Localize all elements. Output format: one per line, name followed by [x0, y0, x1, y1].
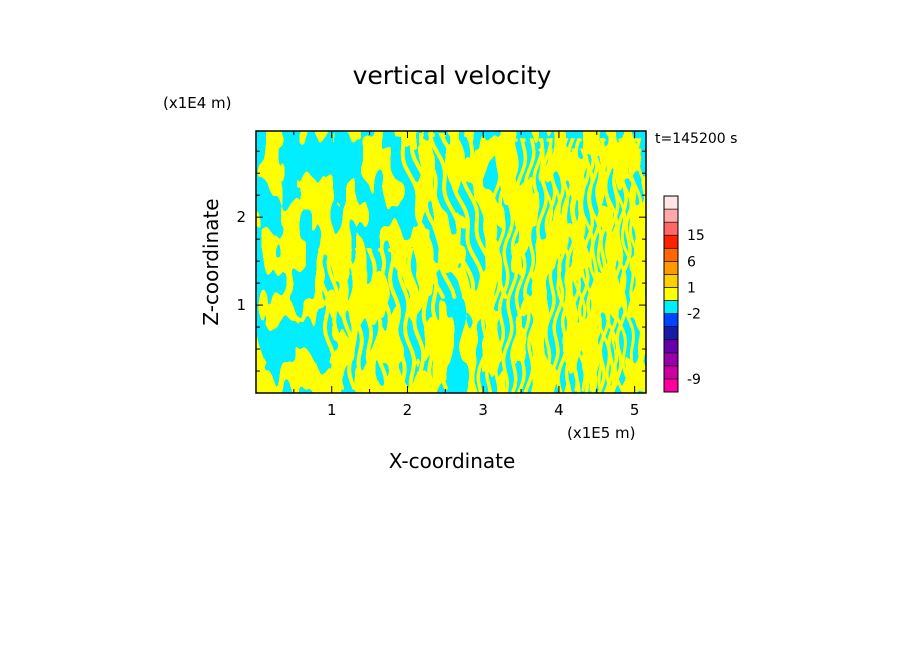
x-tick-label: 1	[327, 401, 337, 419]
field-stripe	[326, 248, 346, 390]
field-stripe	[590, 148, 635, 392]
field-stripe	[335, 248, 357, 390]
colorbar-level	[663, 378, 679, 393]
field-stripe	[406, 248, 426, 390]
field-stripe	[510, 138, 536, 393]
field-stripe	[378, 248, 398, 390]
x-tick-label: 2	[403, 401, 413, 419]
field-stripe	[547, 148, 587, 392]
field-stripe	[501, 138, 528, 393]
colorbar-level	[663, 352, 679, 367]
y-axis-label: Z-coordinate	[199, 198, 223, 325]
field-stripe	[427, 133, 475, 299]
colorbar-frame	[663, 195, 679, 393]
field-stripe	[476, 138, 502, 393]
colorbar-label: 15	[687, 228, 705, 244]
field-stripe	[398, 133, 445, 299]
colorbar-label: -2	[687, 307, 701, 323]
field-stripe	[387, 248, 407, 390]
colorbar-level	[663, 195, 679, 210]
plot-frame	[255, 130, 647, 394]
colorbar-level	[663, 287, 679, 301]
plot-area	[256, 131, 646, 393]
field-stripe	[619, 148, 646, 345]
x-tick-label: 5	[630, 401, 640, 419]
field-stripe	[517, 138, 545, 393]
colorbar-level	[663, 234, 679, 249]
field-stripe	[354, 248, 379, 390]
colorbar-level	[663, 274, 679, 288]
colorbar-level	[663, 313, 679, 327]
field-stripe	[555, 148, 595, 392]
field-stripe	[563, 148, 603, 392]
field-stripe	[409, 133, 457, 299]
colorbar-level	[663, 247, 679, 262]
field-stripe	[415, 248, 436, 390]
field-stripe	[366, 248, 389, 390]
field-stripe	[419, 133, 466, 299]
field-stripe	[580, 148, 624, 392]
colorbar: 15 6 1 -2 -9	[663, 195, 705, 393]
colorbar-level	[663, 261, 679, 275]
colorbar-level	[663, 300, 679, 314]
colorbar-label: -9	[687, 372, 701, 388]
field-stripe	[464, 133, 508, 299]
field-stripe	[493, 138, 519, 393]
field-stripe	[628, 148, 646, 286]
chart-title: vertical velocity	[353, 61, 552, 90]
field-stripe	[573, 138, 599, 393]
y-unit-label: (x1E4 m)	[163, 94, 232, 112]
field-stripe	[397, 248, 417, 390]
time-label: t=145200 s	[655, 131, 737, 147]
x-tick-label: 4	[554, 401, 564, 419]
colorbar-level	[663, 365, 679, 380]
field-stripe	[484, 138, 511, 393]
y-axis: 12	[236, 150, 646, 372]
stripe-layer	[317, 133, 646, 393]
field-stripe	[538, 148, 579, 392]
colorbar-label: 6	[687, 254, 696, 270]
colorbar-level	[663, 339, 679, 354]
y-tick-label: 2	[236, 208, 246, 226]
field-stripe	[450, 133, 495, 299]
field-stripe	[344, 248, 369, 390]
colorbar-label: 1	[687, 280, 696, 296]
colorbar-level	[663, 208, 679, 223]
colorbar-level	[663, 221, 679, 236]
y-tick-label: 1	[236, 296, 246, 314]
field-stripe	[610, 148, 646, 375]
x-axis-label: X-coordinate	[389, 449, 516, 473]
x-tick-label: 3	[478, 401, 488, 419]
field-stripe	[438, 133, 485, 299]
colorbar-level	[663, 326, 679, 341]
field-stripe	[317, 248, 336, 390]
x-axis: 1 2 3 4 5	[293, 131, 640, 419]
field-stripe	[601, 148, 644, 392]
field-stripe	[571, 148, 613, 392]
x-unit-label: (x1E5 m)	[567, 424, 636, 442]
